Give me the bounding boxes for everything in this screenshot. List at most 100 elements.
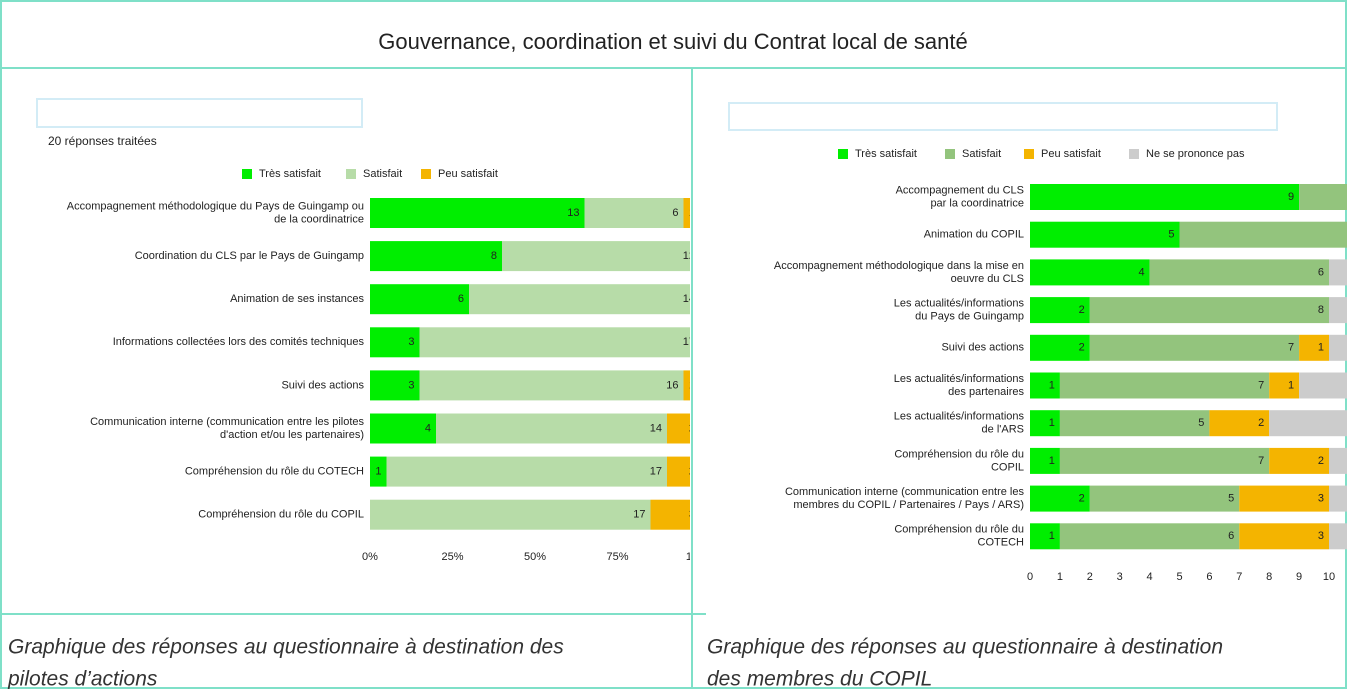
- legend-swatch: [945, 149, 955, 159]
- title: Gouvernance, coordination et suivi du Co…: [378, 29, 967, 54]
- bar-segment: [1299, 184, 1347, 210]
- bar-segment: [1269, 447, 1329, 474]
- x-tick-label: 5: [1176, 571, 1182, 583]
- value-label: 3: [1318, 530, 1324, 542]
- bar-segment: [1089, 485, 1240, 512]
- value-label: 2: [1318, 455, 1324, 467]
- bar-segment: [1059, 447, 1270, 474]
- category-label: Les actualités/informations: [894, 411, 1025, 423]
- x-tick-label: 8: [1266, 571, 1272, 583]
- bar-segment: [1030, 259, 1150, 286]
- value-label: 5: [1168, 229, 1174, 241]
- category-label: COTECH: [978, 537, 1025, 549]
- bar-segment: [1030, 372, 1060, 399]
- x-tick-label: 3: [1117, 571, 1123, 583]
- value-label: 7: [1258, 379, 1264, 391]
- value-label: 6: [1318, 266, 1324, 278]
- bar-segment: [370, 327, 420, 358]
- category-label: Les actualités/informations: [894, 298, 1025, 310]
- bar-segment: [370, 241, 502, 272]
- legend-label: Peu satisfait: [438, 168, 498, 180]
- x-tick-label: 50%: [524, 551, 546, 563]
- chart-right: Très satisfait Satisfait Peu satisfait Ne s…: [774, 148, 1347, 583]
- legend-swatch: [1024, 149, 1034, 159]
- value-label: 13: [567, 207, 579, 219]
- caption: des membres du COPIL: [707, 668, 932, 689]
- category-label: Les actualités/informations: [894, 373, 1025, 385]
- legend-label: Très satisfait: [855, 148, 917, 160]
- caption: Graphique des réponses au questionnaire …: [8, 636, 564, 659]
- bar-segment: [502, 241, 690, 272]
- value-label: 1: [1288, 379, 1294, 391]
- value-label: 3: [1318, 493, 1324, 505]
- category-label: de l'ARS: [982, 424, 1024, 436]
- category-label: des partenaires: [948, 386, 1024, 398]
- category-label: Accompagnement méthodologique dans la mi…: [774, 260, 1024, 272]
- bar-segment: [1299, 334, 1329, 361]
- value-label: 2: [1258, 417, 1264, 429]
- value-label: 4: [1138, 266, 1144, 278]
- category-label: Animation du COPIL: [924, 229, 1024, 241]
- category-label: Compréhension du rôle du: [894, 524, 1024, 536]
- bar-segment: [1329, 485, 1347, 512]
- bar-segment: [469, 284, 690, 315]
- value-label: 1: [375, 466, 381, 478]
- value-label: 1: [1318, 342, 1324, 354]
- bar-segment: [370, 370, 420, 401]
- category-label: COPIL: [991, 461, 1024, 473]
- bar-segment: [1030, 447, 1060, 474]
- category-label: Compréhension du rôle du: [894, 448, 1024, 460]
- bar-segment: [683, 198, 690, 228]
- bar-segment: [370, 284, 469, 315]
- x-tick-label: 0%: [362, 551, 378, 563]
- value-label: 6: [1228, 530, 1234, 542]
- value-label: 2: [689, 466, 695, 478]
- value-label: 2: [1079, 342, 1085, 354]
- category-label: membres du COPIL / Partenaires / Pays / …: [793, 499, 1024, 511]
- value-label: 17: [633, 509, 645, 521]
- value-label: 2: [1079, 493, 1085, 505]
- value-label: 2: [689, 422, 695, 434]
- x-tick-label: 2: [1087, 571, 1093, 583]
- x-tick-label: 75%: [606, 551, 628, 563]
- legend-swatch: [1129, 149, 1139, 159]
- value-label: 1: [1049, 417, 1055, 429]
- category-label: d'action et/ou les partenaires): [220, 429, 364, 441]
- bar-segment: [419, 370, 684, 401]
- value-label: 17: [683, 336, 695, 348]
- bar-segment: [1030, 297, 1090, 324]
- bar-segment: [370, 499, 651, 530]
- bar-segment: [436, 413, 667, 444]
- bar-segment: [1089, 334, 1300, 361]
- bar-segment: [1059, 410, 1210, 437]
- captions: Graphique des réponses au questionnaire …: [7, 636, 1223, 689]
- x-tick-label: 25%: [441, 551, 463, 563]
- category-label: oeuvre du CLS: [951, 273, 1024, 285]
- category-label: Coordination du CLS par le Pays de Guing…: [135, 250, 364, 262]
- bar-segment: [386, 456, 667, 487]
- chart-left: 20 réponses traitées Très satisfait Satisf…: [48, 134, 695, 563]
- category-label: Suivi des actions: [281, 379, 364, 391]
- value-label: 6: [458, 293, 464, 305]
- bar-segment: [1089, 297, 1329, 324]
- category-label: de la coordinatrice: [274, 213, 364, 225]
- category-label: Animation de ses instances: [230, 293, 364, 305]
- value-label: 17: [650, 466, 662, 478]
- bar-segment: [1269, 410, 1347, 437]
- bar-segment: [667, 413, 690, 444]
- bar-segment: [370, 413, 436, 444]
- value-label: 5: [1228, 493, 1234, 505]
- bar-segment: [1030, 221, 1180, 248]
- value-label: 1: [689, 379, 695, 391]
- x-tick-label: 1: [1057, 571, 1063, 583]
- empty-box: [36, 98, 363, 128]
- value-label: 1: [1049, 530, 1055, 542]
- value-label: 8: [491, 250, 497, 262]
- category-label: Compréhension du rôle du COPIL: [198, 509, 364, 521]
- legend-label: Très satisfait: [259, 168, 321, 180]
- legend-label: Satisfait: [363, 168, 402, 180]
- bar-segment: [584, 198, 684, 228]
- bar-segment: [1329, 297, 1347, 324]
- bar-segment: [370, 198, 585, 228]
- bar-segment: [370, 456, 387, 487]
